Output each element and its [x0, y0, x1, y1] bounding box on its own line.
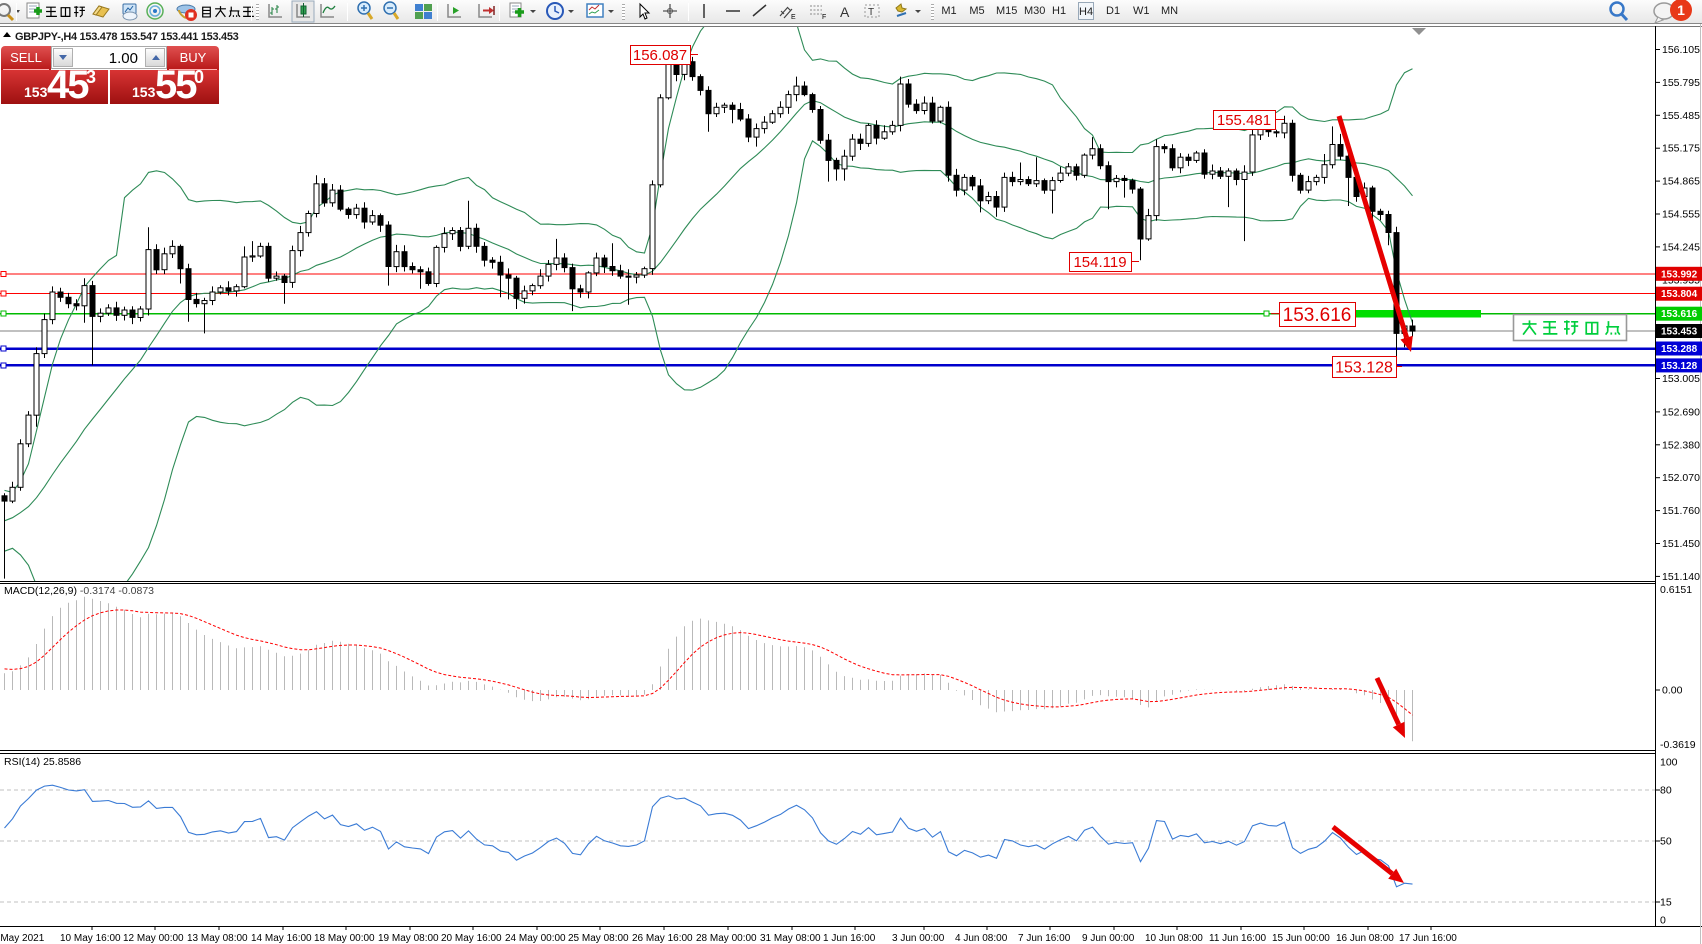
svg-text:19 May 08:00: 19 May 08:00	[378, 933, 439, 944]
svg-text:MACD(12,26,9) -0.3174 -0.0873: MACD(12,26,9) -0.3174 -0.0873	[4, 585, 154, 597]
svg-text:1 Jun 16:00: 1 Jun 16:00	[823, 933, 876, 944]
svg-text:153.128: 153.128	[1661, 361, 1698, 372]
svg-text:16 Jun 08:00: 16 Jun 08:00	[1336, 933, 1394, 944]
svg-text:155.485: 155.485	[1662, 110, 1700, 122]
svg-text:GBPJPY-,H4 153.478 153.547 15: GBPJPY-,H4 153.478 153.547 153.441 153.4…	[15, 31, 239, 43]
svg-text:154.245: 154.245	[1662, 241, 1700, 253]
svg-text:153.616: 153.616	[1661, 309, 1698, 320]
svg-text:151.450: 151.450	[1662, 538, 1700, 550]
svg-text:F: F	[822, 14, 826, 21]
svg-text:153.128: 153.128	[1335, 359, 1393, 376]
svg-text:14 May 16:00: 14 May 16:00	[251, 933, 312, 944]
svg-text:12 May 00:00: 12 May 00:00	[123, 933, 184, 944]
svg-text:18 May 00:00: 18 May 00:00	[314, 933, 375, 944]
svg-text:152.380: 152.380	[1662, 439, 1700, 451]
svg-text:80: 80	[1660, 785, 1672, 797]
svg-text:7 May 2021: 7 May 2021	[0, 933, 45, 944]
svg-text:155.175: 155.175	[1662, 143, 1700, 155]
svg-text:153.005: 153.005	[1662, 373, 1700, 385]
svg-text:RSI(14) 25.8586: RSI(14) 25.8586	[4, 756, 81, 768]
svg-text:154.119: 154.119	[1073, 254, 1126, 271]
svg-text:152.690: 152.690	[1662, 406, 1700, 418]
svg-text:-0.3619: -0.3619	[1660, 739, 1696, 751]
svg-text:0: 0	[1660, 915, 1666, 927]
svg-text:17 Jun 16:00: 17 Jun 16:00	[1399, 933, 1457, 944]
svg-text:153.616: 153.616	[1283, 305, 1352, 326]
svg-text:153.804: 153.804	[1661, 289, 1698, 300]
svg-text:3 Jun 00:00: 3 Jun 00:00	[892, 933, 945, 944]
svg-text:11 Jun 16:00: 11 Jun 16:00	[1209, 933, 1267, 944]
svg-text:9 Jun 00:00: 9 Jun 00:00	[1082, 933, 1135, 944]
svg-text:31 May 08:00: 31 May 08:00	[760, 933, 821, 944]
svg-text:E: E	[791, 14, 796, 21]
svg-text:155.795: 155.795	[1662, 77, 1700, 89]
svg-text:26 May 16:00: 26 May 16:00	[632, 933, 693, 944]
svg-text:7 Jun 16:00: 7 Jun 16:00	[1018, 933, 1071, 944]
svg-text:151.140: 151.140	[1662, 571, 1700, 583]
svg-text:28 May 00:00: 28 May 00:00	[696, 933, 757, 944]
svg-text:24 May 00:00: 24 May 00:00	[505, 933, 566, 944]
svg-text:152.070: 152.070	[1662, 472, 1700, 484]
svg-text:A: A	[840, 4, 850, 20]
svg-text:153.453: 153.453	[1661, 327, 1698, 338]
svg-text:10 May 16:00: 10 May 16:00	[60, 933, 121, 944]
svg-text:1: 1	[1677, 2, 1685, 18]
svg-text:10 Jun 08:00: 10 Jun 08:00	[1145, 933, 1203, 944]
svg-text:25 May 08:00: 25 May 08:00	[568, 933, 629, 944]
svg-text:156.087: 156.087	[633, 47, 687, 64]
svg-text:151.760: 151.760	[1662, 505, 1700, 517]
svg-text:153.992: 153.992	[1661, 269, 1698, 280]
svg-text:T: T	[868, 7, 874, 18]
svg-text:15 Jun 00:00: 15 Jun 00:00	[1272, 933, 1330, 944]
svg-text:154.865: 154.865	[1662, 176, 1700, 188]
svg-text:4 Jun 08:00: 4 Jun 08:00	[955, 933, 1008, 944]
svg-text:156.105: 156.105	[1662, 44, 1700, 56]
svg-text:0.00: 0.00	[1662, 685, 1683, 697]
svg-text:154.555: 154.555	[1662, 209, 1700, 221]
svg-text:13 May 08:00: 13 May 08:00	[187, 933, 248, 944]
svg-text:100: 100	[1660, 757, 1678, 769]
svg-text:0.6151: 0.6151	[1660, 584, 1692, 596]
svg-text:20 May 16:00: 20 May 16:00	[441, 933, 502, 944]
svg-text:15: 15	[1660, 897, 1672, 909]
svg-text:155.481: 155.481	[1217, 112, 1271, 129]
svg-text:153.288: 153.288	[1661, 344, 1698, 355]
svg-text:50: 50	[1660, 836, 1672, 848]
